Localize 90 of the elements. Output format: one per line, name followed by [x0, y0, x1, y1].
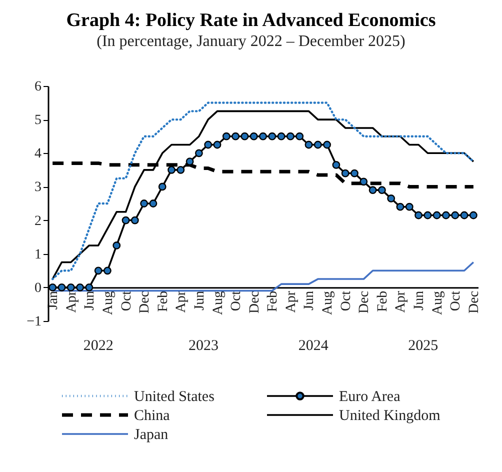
point [396, 202, 404, 211]
point [195, 149, 203, 158]
legend-label: United Kingdom [339, 408, 441, 424]
x-tick-label: Oct [119, 290, 134, 312]
x-tick-label: Oct [338, 290, 354, 312]
point [424, 211, 432, 220]
point [232, 132, 240, 140]
x-tick-label: Apr [394, 290, 409, 313]
point [414, 211, 422, 220]
point [442, 211, 450, 220]
point [66, 283, 75, 292]
x-tick-label: Apr [174, 290, 190, 313]
point [405, 202, 414, 211]
x-tick-label: Aug [100, 290, 116, 316]
x-tick-label: Feb [375, 290, 390, 312]
point [304, 140, 313, 149]
x-tick-label: Jun [82, 290, 98, 310]
x-tick-label: Aug [320, 290, 336, 316]
x-tick-label: Jan [46, 290, 62, 310]
point [387, 194, 396, 202]
point [104, 266, 112, 275]
point [122, 216, 130, 224]
y-tick-label: 3 [34, 180, 42, 196]
point [460, 211, 468, 220]
legend-label: Japan [134, 427, 169, 443]
x-tick-label: Dec [466, 290, 482, 314]
x-tick-label: Apr [64, 290, 80, 313]
point [332, 160, 340, 169]
point [268, 132, 276, 140]
x-tick-label: Feb [266, 290, 281, 312]
x-tick-label: Dec [138, 290, 153, 314]
point [76, 283, 84, 292]
point [222, 132, 230, 140]
x-tick-label: Aug [210, 290, 226, 316]
point [360, 178, 368, 186]
text: 2023 [188, 338, 219, 354]
text: 2022 [83, 338, 114, 354]
x-tick-label: Jun [192, 290, 208, 310]
y-tick-label: 1 [34, 247, 42, 262]
y-tick-label: 4 [34, 146, 42, 162]
point [350, 169, 358, 178]
point [323, 140, 331, 149]
x-tick-label: Jun [302, 290, 318, 310]
point [259, 132, 267, 140]
x-tick-label: Apr [284, 290, 299, 313]
x-tick-label: Dec [357, 290, 372, 314]
point [140, 200, 148, 208]
point [314, 140, 322, 149]
point [378, 186, 386, 194]
y-tick-label: 6 [34, 80, 42, 94]
legend-label: China [134, 408, 170, 424]
y-tick-label: −1 [26, 314, 42, 330]
x-tick-label: Oct [448, 290, 464, 312]
chart-subtitle: (In percentage, January 2022 – December 2025) [96, 33, 406, 50]
point [250, 132, 258, 140]
legend-label: Euro Area [339, 389, 401, 405]
point [94, 266, 102, 275]
x-tick-label: Oct [229, 290, 244, 312]
point [469, 211, 478, 220]
point [186, 158, 194, 166]
point [149, 200, 158, 208]
y-tick-label: 0 [34, 280, 42, 296]
point [240, 132, 249, 140]
point [48, 283, 57, 292]
point [451, 211, 460, 220]
point [112, 242, 121, 250]
x-tick-label: Jun [412, 290, 428, 310]
point [130, 216, 139, 224]
point [286, 132, 294, 140]
point [158, 182, 166, 191]
point [204, 140, 212, 149]
point [277, 132, 286, 140]
point [213, 140, 222, 149]
point [296, 132, 304, 140]
legend-label: United States [134, 389, 215, 405]
y-tick-label: 5 [34, 113, 42, 128]
point [432, 211, 441, 220]
text: 2025 [408, 338, 438, 354]
chart-title: Graph 4: Policy Rate in Advanced Economics [66, 10, 436, 31]
point [168, 166, 176, 174]
x-tick-label: Aug [430, 290, 446, 316]
point [85, 283, 94, 292]
point [176, 166, 185, 174]
point [58, 283, 66, 292]
x-tick-label: Dec [247, 290, 262, 314]
text: 2024 [298, 338, 329, 354]
y-tick-label: 2 [34, 214, 42, 229]
point [368, 186, 377, 194]
point [341, 169, 350, 178]
x-tick-label: Feb [156, 290, 171, 312]
